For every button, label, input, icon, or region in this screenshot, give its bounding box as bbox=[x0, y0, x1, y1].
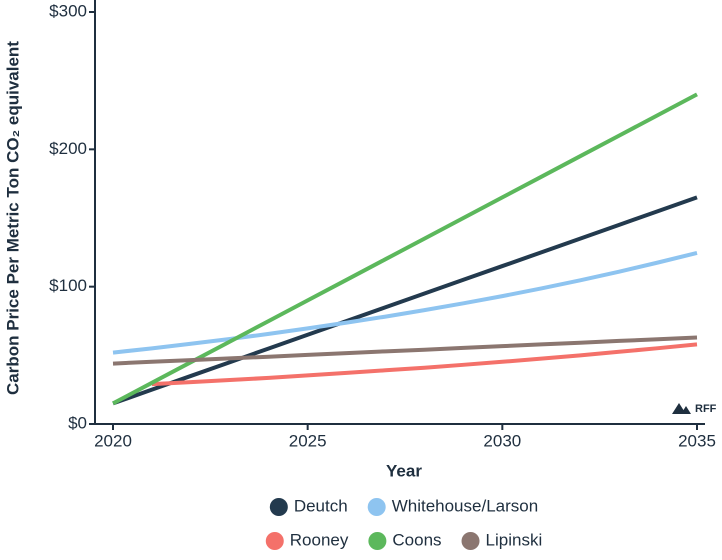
y-axis-title: Carbon Price Per Metric Ton CO₂ equivale… bbox=[3, 41, 22, 395]
legend-swatch bbox=[368, 532, 387, 550]
legend-row: Rooney Coons Lipinski bbox=[265, 530, 543, 550]
legend-item: Lipinski bbox=[461, 530, 543, 550]
logo-text: RFF bbox=[695, 403, 717, 415]
legend-item: Rooney bbox=[265, 530, 349, 550]
legend-swatch bbox=[461, 532, 480, 550]
x-tick-label: 2020 bbox=[94, 431, 132, 450]
x-tick-label: 2035 bbox=[678, 431, 716, 450]
y-tick-label: $200 bbox=[49, 139, 87, 158]
series-line bbox=[112, 250, 698, 355]
x-tick-label: 2030 bbox=[483, 431, 521, 450]
series-line bbox=[112, 92, 698, 406]
y-tick-label: $0 bbox=[68, 413, 87, 432]
legend-swatch bbox=[265, 532, 284, 550]
legend-label: Deutch bbox=[294, 496, 348, 515]
legend-label: Rooney bbox=[290, 530, 349, 549]
legend-swatch bbox=[367, 498, 386, 516]
legend-item: Whitehouse/Larson bbox=[367, 496, 538, 516]
x-tick-label: 2025 bbox=[289, 431, 327, 450]
logo-icon bbox=[672, 403, 691, 414]
y-tick-label: $300 bbox=[49, 1, 87, 20]
legend-item: Deutch bbox=[269, 496, 348, 516]
legend-label: Lipinski bbox=[486, 530, 543, 549]
y-tick-label: $100 bbox=[49, 276, 87, 295]
series-line bbox=[151, 342, 698, 387]
series-line bbox=[112, 335, 698, 366]
legend-item: Coons bbox=[368, 530, 442, 550]
legend-row: Deutch Whitehouse/Larson bbox=[269, 496, 538, 516]
legend-label: Whitehouse/Larson bbox=[392, 496, 538, 515]
x-axis-title: Year bbox=[386, 461, 422, 480]
legend-swatch bbox=[269, 498, 288, 516]
legend-label: Coons bbox=[392, 530, 441, 549]
series-line bbox=[112, 195, 698, 406]
